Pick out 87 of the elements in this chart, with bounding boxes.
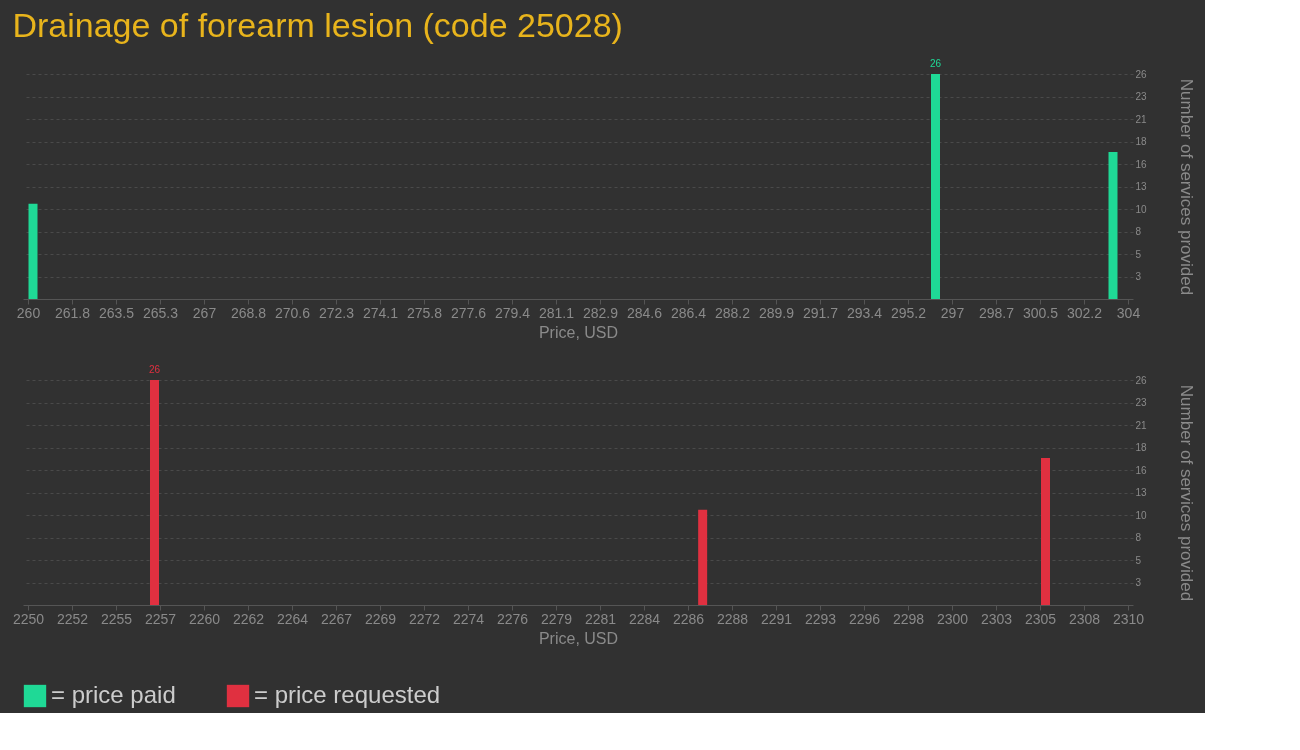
x-axis-title: Price, USD — [538, 323, 619, 341]
x-tick-label: 291.7 — [802, 304, 839, 321]
bar — [1108, 151, 1118, 299]
x-tick-label: 284.6 — [626, 304, 663, 321]
bar — [1041, 457, 1050, 605]
x-tick-label: 263.5 — [98, 304, 135, 321]
x-tick-label: 2260 — [188, 610, 221, 627]
x-tick-label: 272.3 — [318, 304, 355, 321]
x-tick-label: 293.4 — [846, 304, 883, 321]
x-tick-label: 2288 — [716, 610, 749, 627]
y-tick-label: 23 — [1135, 397, 1148, 408]
x-tick-label: 274.1 — [362, 304, 399, 321]
data-label: 26 — [148, 364, 161, 375]
bar — [931, 74, 940, 299]
x-tick-label: 2291 — [760, 610, 793, 627]
y-tick-label: 5 — [1135, 248, 1142, 260]
y-tick-label: 21 — [1135, 113, 1148, 125]
x-tick-label: 277.6 — [450, 304, 487, 321]
y-tick-label: 13 — [1135, 487, 1148, 498]
x-axis-title: Price, USD — [538, 629, 619, 647]
x-tick-label: 300.5 — [1022, 304, 1059, 321]
x-tick-label: 2281 — [584, 610, 617, 627]
x-tick-label: 2293 — [804, 610, 837, 627]
x-tick-label: 2274 — [452, 610, 485, 627]
y-tick-label: 18 — [1135, 136, 1148, 147]
x-tick-label: 267 — [192, 304, 217, 321]
x-tick-label: 260 — [16, 304, 41, 321]
x-tick-label: 286.4 — [670, 304, 707, 321]
x-tick-label: 304 — [1116, 304, 1141, 321]
bar — [150, 380, 159, 605]
x-tick-label: 2252 — [56, 610, 89, 627]
x-tick-label: 297 — [940, 304, 965, 321]
x-tick-label: 289.9 — [758, 304, 795, 321]
y-tick-label: 5 — [1135, 554, 1142, 566]
x-tick-label: 2267 — [320, 610, 353, 627]
x-tick-label: 270.6 — [274, 304, 311, 321]
x-tick-label: 2310 — [1112, 610, 1145, 627]
x-tick-label: 282.9 — [582, 304, 619, 321]
x-tick-label: 2286 — [672, 610, 705, 627]
x-tick-label: 2300 — [936, 610, 969, 627]
y-tick-label: 3 — [1135, 271, 1142, 282]
x-tick-label: 2250 — [12, 610, 45, 627]
chart-title: Drainage of forearm lesion (code 25028) — [12, 6, 623, 44]
y-tick-label: 10 — [1135, 203, 1148, 215]
y-tick-label: 23 — [1135, 91, 1148, 102]
y-axis-title: Number of services provided — [1176, 78, 1196, 296]
x-tick-label: 275.8 — [406, 304, 443, 321]
x-tick-label: 2308 — [1068, 610, 1101, 627]
bar — [28, 203, 38, 299]
x-tick-label: 302.2 — [1066, 304, 1103, 321]
x-tick-label: 2279 — [540, 610, 573, 627]
y-tick-label: 21 — [1135, 419, 1148, 431]
y-tick-label: 8 — [1135, 226, 1142, 237]
x-tick-label: 2298 — [892, 610, 925, 627]
x-tick-label: 2303 — [980, 610, 1013, 627]
x-tick-label: 265.3 — [142, 304, 179, 321]
y-tick-label: 3 — [1135, 577, 1142, 588]
x-tick-label: 2284 — [628, 610, 661, 627]
x-tick-label: 295.2 — [890, 304, 927, 321]
y-tick-label: 18 — [1135, 442, 1148, 453]
x-tick-label: 2262 — [232, 610, 265, 627]
legend-label: = price requested — [254, 681, 441, 708]
x-tick-label: 2269 — [364, 610, 397, 627]
x-tick-label: 2264 — [276, 610, 309, 627]
y-tick-label: 16 — [1135, 158, 1148, 170]
y-tick-label: 13 — [1135, 181, 1148, 192]
x-tick-label: 2276 — [496, 610, 529, 627]
bar — [698, 509, 708, 605]
x-tick-label: 2296 — [848, 610, 881, 627]
x-tick-label: 281.1 — [538, 304, 575, 321]
y-tick-label: 26 — [1135, 374, 1148, 386]
x-tick-label: 279.4 — [494, 304, 531, 321]
x-tick-label: 2257 — [144, 610, 177, 627]
y-tick-label: 8 — [1135, 532, 1142, 543]
x-tick-label: 2255 — [100, 610, 133, 627]
x-tick-label: 288.2 — [714, 304, 751, 321]
x-tick-label: 2272 — [408, 610, 441, 627]
y-tick-label: 10 — [1135, 509, 1148, 521]
legend-label: = price paid — [51, 681, 176, 708]
data-label: 26 — [929, 58, 942, 69]
x-tick-label: 261.8 — [54, 304, 91, 321]
y-tick-label: 26 — [1135, 68, 1148, 80]
y-tick-label: 16 — [1135, 464, 1148, 476]
x-tick-label: 298.7 — [978, 304, 1015, 321]
y-axis-title: Number of services provided — [1176, 384, 1196, 602]
x-tick-label: 2305 — [1024, 610, 1057, 627]
x-tick-label: 268.8 — [230, 304, 267, 321]
